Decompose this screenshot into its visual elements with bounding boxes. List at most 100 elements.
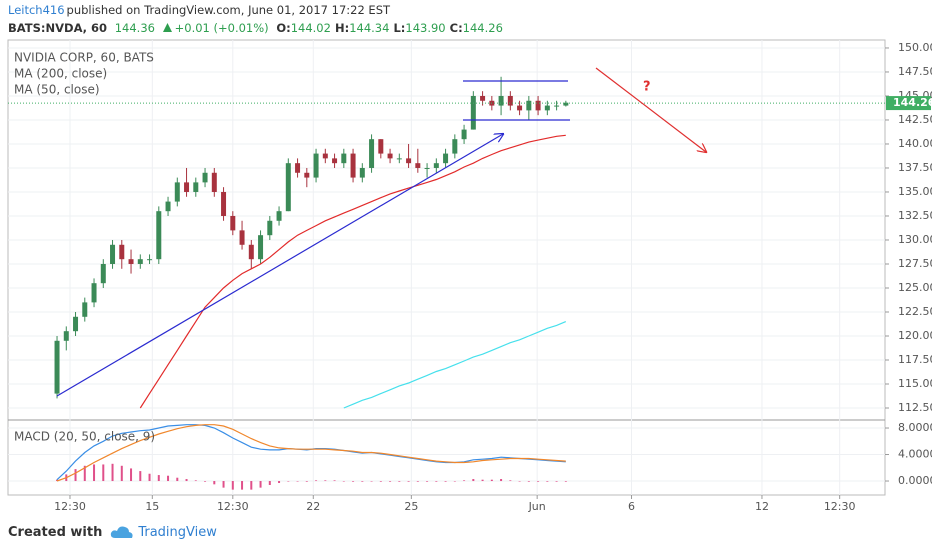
y-tick-label: 147.50 [898, 65, 932, 78]
candle-body [128, 259, 134, 264]
y-tick-label: 135.00 [898, 185, 932, 198]
y-tick-label: 4.0000 [898, 448, 932, 461]
cloud-icon [111, 526, 133, 538]
candle-body [433, 163, 439, 168]
histogram-bar [379, 481, 382, 482]
histogram-bar [167, 475, 170, 482]
histogram-bar [407, 481, 410, 482]
candle-body [202, 172, 208, 183]
candle-body [248, 244, 254, 260]
candle-body [341, 153, 347, 164]
y-tick-label: 112.50 [898, 401, 932, 414]
candle-body [156, 211, 162, 260]
last-price-label: 144.26 [893, 96, 932, 109]
footer: Created with TradingView [8, 524, 217, 540]
ohlc: O:144.02 H:144.34 L:143.90 C:144.26 [276, 21, 507, 35]
candle-body [54, 340, 60, 394]
histogram-bar [102, 464, 105, 482]
candle-body [544, 105, 550, 111]
histogram-bar [157, 475, 160, 482]
candle-body [359, 167, 365, 178]
histogram-bar [250, 481, 253, 490]
candle-body [285, 163, 291, 212]
histogram-bar [213, 481, 216, 485]
author[interactable]: Leitch416 [8, 3, 65, 17]
candle-body [452, 139, 458, 154]
histogram-bar [204, 481, 207, 482]
histogram-bar [426, 481, 429, 482]
legend-entry: MA (50, close) [14, 83, 100, 97]
candle-body [424, 167, 430, 169]
y-tick-label: 142.50 [898, 113, 932, 126]
histogram-bar [527, 481, 530, 482]
ohlc-label: C: [449, 21, 463, 35]
legend-entry: MA (200, close) [14, 67, 107, 81]
y-tick-label: 8.0000 [898, 421, 932, 434]
candle-body [415, 163, 421, 168]
candle-body [322, 153, 328, 159]
histogram-bar [315, 480, 318, 482]
header-line: Leitch416 published on TradingView.com, J… [8, 3, 394, 17]
x-tick-label: Jun [528, 500, 546, 513]
histogram-bar [398, 481, 401, 482]
macd-title: MACD (20, 50, close, 9) [14, 430, 155, 444]
candle-body [498, 95, 504, 106]
candle-body [211, 172, 217, 192]
candle-body [73, 316, 79, 332]
y-tick-label: 130.00 [898, 233, 932, 246]
histogram-bar [370, 481, 373, 482]
y-tick-label: 0.0000 [898, 474, 932, 487]
y-tick-label: 122.50 [898, 305, 932, 318]
histogram-bar [185, 479, 188, 482]
histogram-bar [472, 479, 475, 482]
histogram-bar [555, 481, 558, 482]
histogram-bar [139, 471, 142, 482]
candle-body [184, 182, 190, 192]
histogram-bar [463, 480, 466, 482]
histogram-bar [546, 481, 549, 482]
candle-body [526, 100, 532, 111]
histogram-bar [481, 479, 484, 482]
histogram-bar [176, 477, 179, 482]
y-tick-label: 115.00 [898, 377, 932, 390]
change: +0.01 (+0.01%) [174, 21, 269, 35]
brand[interactable]: TradingView [138, 524, 217, 540]
candle-body [378, 139, 384, 154]
y-tick-label: 125.00 [898, 281, 932, 294]
candle-body [193, 182, 199, 192]
chart: ? NVIDIA CORP, 60, BATS MA (200, close) … [7, 39, 932, 513]
histogram-bar [259, 481, 262, 488]
histogram-bar [148, 473, 151, 482]
candle-body [313, 153, 319, 178]
created-with: Created with [8, 524, 103, 540]
histogram-bar [453, 481, 456, 482]
candle-body [119, 244, 125, 260]
x-tick-label: 15 [145, 500, 159, 513]
candle-body [174, 182, 180, 202]
candle-body [110, 244, 116, 264]
candle-body [63, 331, 69, 341]
histogram-bar [324, 480, 327, 482]
histogram-bar [222, 481, 225, 488]
candle-body [507, 95, 513, 106]
candle-body [258, 235, 264, 260]
ohlc-value: 143.90 [405, 21, 446, 35]
histogram-bar [500, 479, 503, 482]
candle-body [230, 215, 236, 231]
histogram-bar [194, 480, 197, 482]
symbol-line: BATS:NVDA, 60 144.36 +0.01 (+0.01%) O:14… [8, 21, 511, 35]
candle-body [276, 211, 282, 221]
ohlc-label: H: [334, 21, 350, 35]
published: published on TradingView.com, June 01, 2… [66, 3, 391, 17]
x-tick-label: 12:30 [824, 500, 856, 513]
x-tick-label: 12 [755, 500, 769, 513]
histogram-bar [352, 481, 355, 482]
y-tick-label: 120.00 [898, 329, 932, 342]
histogram-bar [444, 481, 447, 482]
last-price-box [886, 96, 931, 111]
histogram-bar [111, 463, 114, 482]
candle-body [304, 172, 310, 178]
x-tick-label: 12:30 [217, 500, 249, 513]
histogram-bar [490, 479, 493, 482]
